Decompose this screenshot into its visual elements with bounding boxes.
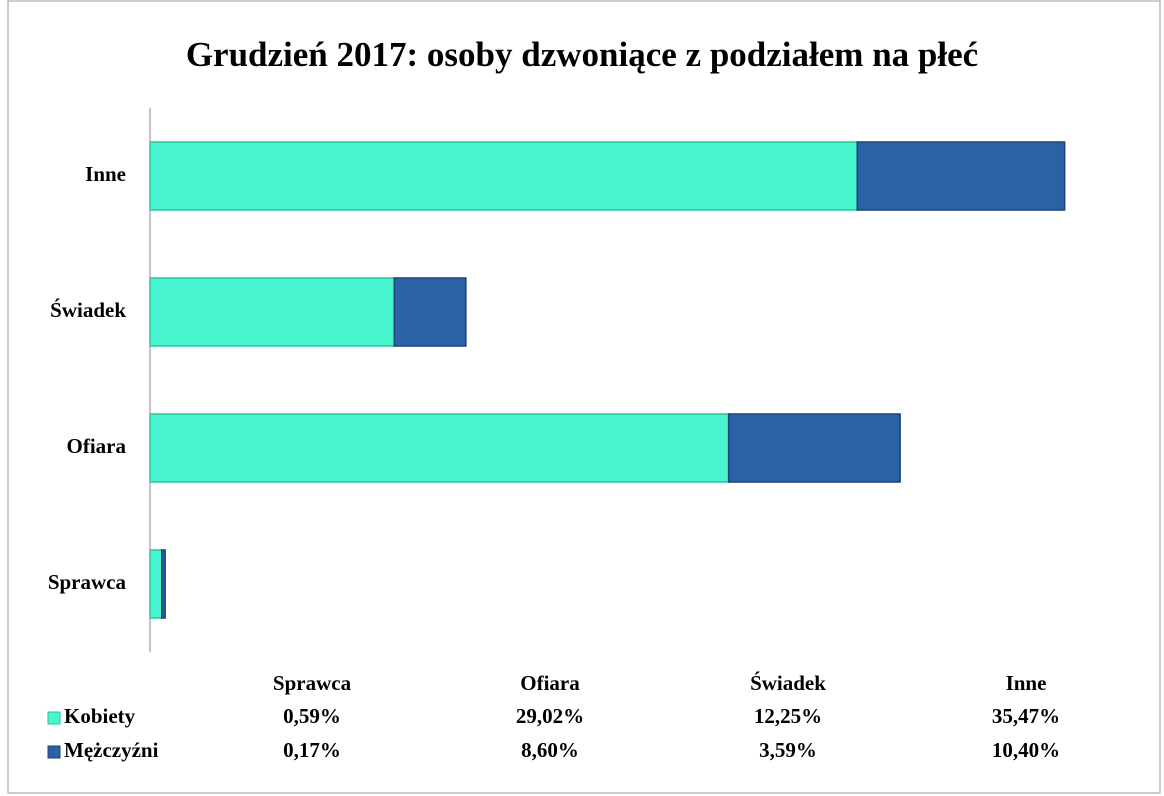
bar-segment: [149, 277, 396, 347]
table-value: 8,60%: [521, 738, 579, 762]
y-tick-label: Inne: [85, 162, 126, 186]
bar-segment: [161, 549, 166, 619]
table-value: 3,59%: [759, 738, 817, 762]
table-value: 0,59%: [283, 704, 341, 728]
legend-swatch: [47, 711, 61, 725]
table-value: 29,02%: [516, 704, 584, 728]
y-tick-label: Ofiara: [67, 434, 127, 458]
table-header: Inne: [1006, 671, 1047, 695]
chart-title: Grudzień 2017: osoby dzwoniące z podział…: [186, 35, 978, 74]
bar-segment: [856, 141, 1066, 211]
y-tick-label: Świadek: [50, 298, 126, 322]
table-header: Sprawca: [273, 671, 352, 695]
bar-segment: [727, 413, 901, 483]
table-value: 10,40%: [992, 738, 1060, 762]
table-value: 35,47%: [992, 704, 1060, 728]
y-tick-label: Sprawca: [48, 570, 127, 594]
bar-segment: [393, 277, 467, 347]
table-value: 0,17%: [283, 738, 341, 762]
bar-segment: [149, 549, 163, 619]
legend-label: Mężczyźni: [64, 738, 159, 762]
table-header: Ofiara: [520, 671, 580, 695]
bar-segment: [149, 141, 859, 211]
legend-swatch: [47, 745, 61, 759]
table-header: Świadek: [750, 671, 826, 695]
table-value: 12,25%: [754, 704, 822, 728]
legend-label: Kobiety: [64, 704, 136, 728]
bar-segment: [149, 413, 730, 483]
chart-frame: [7, 0, 1161, 794]
